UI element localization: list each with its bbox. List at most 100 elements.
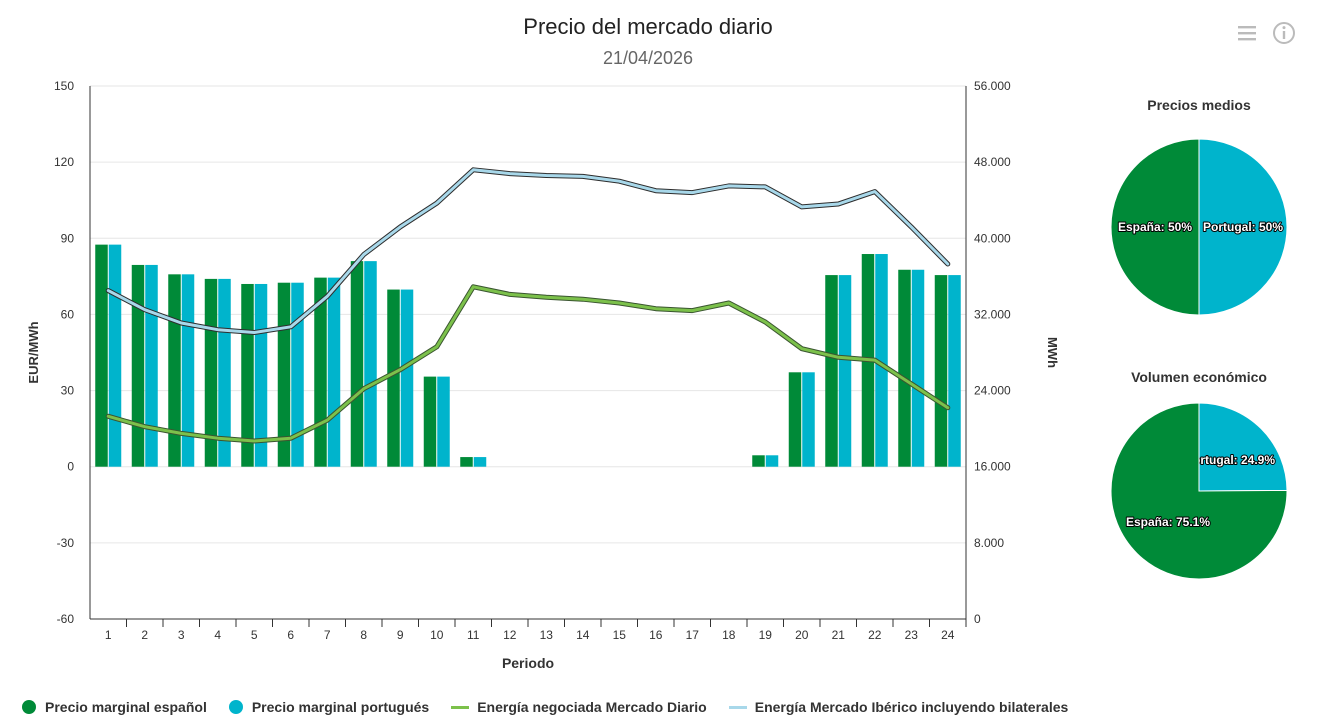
x-tick-label: 21 xyxy=(832,628,846,642)
bar-spain xyxy=(423,376,437,467)
bar-spain xyxy=(752,455,765,467)
bar-portugal xyxy=(400,289,414,467)
pie-precios-medios-slice-portugal xyxy=(1198,138,1288,316)
y-tick-label: 90 xyxy=(61,231,75,245)
x-tick-label: 20 xyxy=(795,628,809,642)
x-tick-label: 5 xyxy=(251,628,258,642)
chart-legend: Precio marginal español Precio marginal … xyxy=(22,697,1090,717)
x-tick-label: 7 xyxy=(324,628,331,642)
x-tick-label: 19 xyxy=(759,628,773,642)
x-tick-label: 15 xyxy=(613,628,627,642)
info-circle-icon[interactable] xyxy=(1272,21,1296,45)
pie-volumen-economico-slice-portugal xyxy=(1198,402,1288,492)
x-tick-label: 14 xyxy=(576,628,590,642)
bar-portugal xyxy=(802,372,815,467)
y-tick-label: 0 xyxy=(67,460,74,474)
bar-portugal xyxy=(327,277,341,467)
x-tick-label: 6 xyxy=(287,628,294,642)
y-tick-label: 60 xyxy=(61,307,75,321)
legend-item-energy[interactable]: Energía negociada Mercado Diario xyxy=(451,699,707,715)
legend-iberic-label: Energía Mercado Ibérico incluyendo bilat… xyxy=(754,699,1069,715)
line-iberic xyxy=(106,168,950,334)
x-tick-label: 8 xyxy=(360,628,367,642)
bar-spain xyxy=(387,289,400,467)
bar-portugal xyxy=(838,275,852,467)
bar-spain xyxy=(825,275,838,467)
y2-tick-label: 48.000 xyxy=(974,155,1011,169)
bar-portugal xyxy=(911,269,925,467)
pie-precios-medios-label: España: 50% xyxy=(1118,220,1192,234)
bar-spain xyxy=(898,269,911,467)
bar-portugal xyxy=(765,455,779,467)
bar-portugal xyxy=(291,282,304,467)
pie-title-volumen-economico: Volumen económico xyxy=(1131,369,1267,385)
bar-spain xyxy=(934,275,948,467)
legend-portugal-marker xyxy=(228,700,243,714)
bar-portugal xyxy=(364,261,377,467)
x-tick-label: 18 xyxy=(722,628,736,642)
chart-title: Precio del mercado diario xyxy=(523,14,773,39)
y2-tick-label: 56.000 xyxy=(974,79,1011,93)
line-iberic-outline xyxy=(105,167,951,335)
legend-item-iberic[interactable]: Energía Mercado Ibérico incluyendo bilat… xyxy=(728,699,1069,715)
chart-subtitle: 21/04/2026 xyxy=(602,48,694,68)
y-tick-label: 150 xyxy=(54,79,74,93)
x-tick-label: 11 xyxy=(467,628,480,642)
x-tick-label: 4 xyxy=(214,628,221,642)
bar-portugal xyxy=(948,275,961,467)
legend-spain-label: Precio marginal español xyxy=(45,699,207,715)
bar-spain xyxy=(168,274,181,467)
x-tick-label: 24 xyxy=(941,628,955,642)
bar-spain xyxy=(460,457,473,467)
x-tick-label: 22 xyxy=(868,628,882,642)
legend-energy-label: Energía negociada Mercado Diario xyxy=(477,699,707,715)
pie-volumen-economico-label: Portugal: 24.9% xyxy=(1185,453,1275,467)
hamburger-menu-icon[interactable] xyxy=(1236,22,1258,44)
legend-portugal-label: Precio marginal portugués xyxy=(251,699,430,715)
bar-portugal xyxy=(437,376,450,467)
x-tick-label: 13 xyxy=(540,628,554,642)
pie-precios-medios-label: Portugal: 50% xyxy=(1203,220,1283,234)
y2-tick-label: 16.000 xyxy=(974,460,1011,474)
x-tick-label: 10 xyxy=(430,628,444,642)
x-tick-label: 16 xyxy=(649,628,663,642)
y2-tick-label: 0 xyxy=(974,612,981,626)
bar-portugal xyxy=(145,264,158,467)
y2-tick-label: 8.000 xyxy=(974,536,1004,550)
y-tick-label: -60 xyxy=(57,612,75,626)
bar-spain xyxy=(95,244,108,467)
pie-title-precios-medios: Precios medios xyxy=(1147,97,1251,113)
bar-spain xyxy=(788,372,802,467)
y2-axis-title: MWh xyxy=(1045,337,1060,368)
bar-portugal xyxy=(473,457,487,467)
y-tick-label: 120 xyxy=(54,155,74,169)
x-tick-label: 9 xyxy=(397,628,404,642)
line-energy-outline xyxy=(105,284,951,444)
legend-spain-marker xyxy=(22,700,36,714)
bar-spain xyxy=(131,264,145,467)
x-axis-title: Periodo xyxy=(502,655,554,671)
bar-portugal xyxy=(108,244,122,467)
legend-item-portugal[interactable]: Precio marginal portugués xyxy=(228,699,430,715)
legend-iberic-marker xyxy=(728,705,747,709)
y-axis-title: EUR/MWh xyxy=(26,321,41,383)
x-tick-label: 12 xyxy=(503,628,517,642)
legend-item-spain[interactable]: Precio marginal español xyxy=(22,699,207,715)
x-tick-label: 1 xyxy=(105,628,112,642)
pie-volumen-economico-slice-espana xyxy=(1110,402,1288,580)
line-energy xyxy=(106,285,950,443)
x-tick-label: 23 xyxy=(905,628,919,642)
bar-spain xyxy=(350,261,364,467)
pie-volumen-economico-label: España: 75.1% xyxy=(1126,515,1210,529)
pie-precios-medios-slice-espana xyxy=(1110,138,1200,316)
legend-energy-marker xyxy=(451,705,470,709)
y2-tick-label: 40.000 xyxy=(974,231,1011,245)
y2-tick-label: 32.000 xyxy=(974,307,1011,321)
bar-portugal xyxy=(875,254,888,467)
y-tick-label: 30 xyxy=(61,384,75,398)
x-tick-label: 3 xyxy=(178,628,185,642)
y-tick-label: -30 xyxy=(57,536,75,550)
x-tick-label: 17 xyxy=(686,628,700,642)
bar-portugal xyxy=(218,278,231,467)
